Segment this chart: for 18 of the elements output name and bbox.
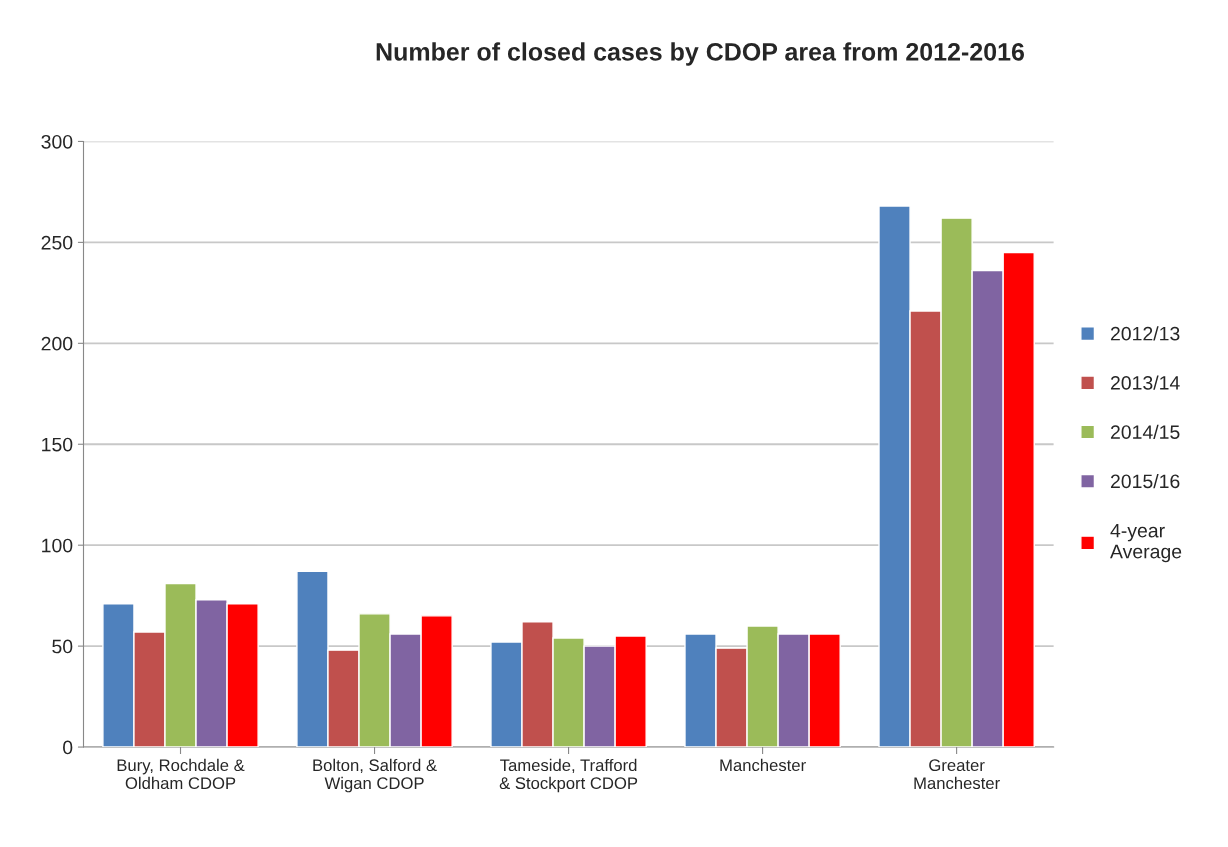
x-tick-label: Bolton, Salford & Wigan CDOP [313, 758, 437, 793]
chart-title: Number of closed cases by CDOP area from 2012-2016 [376, 42, 1024, 66]
y-tick-label: 200 [41, 336, 73, 351]
x-tick-label: Manchester [720, 758, 806, 772]
legend-label: 2013/14 [1110, 375, 1180, 390]
legend-label: 2014/15 [1110, 424, 1180, 439]
y-tick-label: 300 [41, 134, 73, 149]
y-tick-label: 0 [63, 740, 73, 755]
y-tick-label: 50 [52, 639, 73, 654]
legend-label: 2012/13 [1110, 326, 1180, 341]
x-tick-label: Tameside, Trafford & Stockport CDOP [499, 758, 638, 793]
y-tick-label: 250 [41, 235, 73, 250]
x-tick-label: Bury, Rochdale & Oldham CDOP [117, 758, 245, 790]
legend-label: 4-year Average [1110, 523, 1182, 563]
y-tick-label: 150 [42, 437, 73, 452]
x-tick-label: Greater Manchester [914, 759, 1000, 790]
y-tick-label: 100 [42, 538, 73, 553]
legend-label: 2015/16 [1110, 473, 1180, 489]
